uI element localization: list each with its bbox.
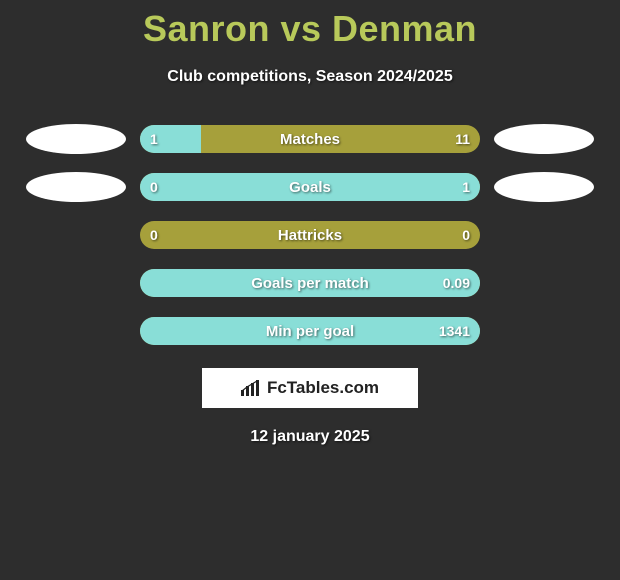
team-right-marker — [494, 124, 594, 154]
stat-bar: 0Goals1 — [140, 173, 480, 201]
stat-value-left: 0 — [150, 173, 158, 201]
stat-row: 1Matches11 — [0, 124, 620, 154]
team-left-marker — [26, 172, 126, 202]
team-left-marker — [26, 124, 126, 154]
stat-bar: Min per goal1341 — [140, 317, 480, 345]
bar-fill-right — [140, 317, 480, 345]
spacer — [26, 316, 126, 346]
spacer — [494, 268, 594, 298]
stat-row: Goals per match0.09 — [0, 268, 620, 298]
stat-value-right: 1 — [462, 173, 470, 201]
bar-chart-icon — [241, 380, 261, 396]
fctables-logo: FcTables.com — [202, 368, 418, 408]
stat-row: 0Goals1 — [0, 172, 620, 202]
stat-value-right: 0.09 — [443, 269, 470, 297]
page-title: Sanron vs Denman — [0, 0, 620, 50]
logo-text: FcTables.com — [267, 378, 379, 398]
team-right-marker — [494, 172, 594, 202]
stat-value-right: 11 — [455, 125, 470, 153]
stat-value-left: 0 — [150, 221, 158, 249]
stat-row: Min per goal1341 — [0, 316, 620, 346]
stat-row: 0Hattricks0 — [0, 220, 620, 250]
stat-value-right: 1341 — [439, 317, 470, 345]
stat-bar: 0Hattricks0 — [140, 221, 480, 249]
stat-value-right: 0 — [462, 221, 470, 249]
bar-fill-right — [140, 173, 480, 201]
stat-bar: Goals per match0.09 — [140, 269, 480, 297]
stat-value-left: 1 — [150, 125, 158, 153]
bar-fill-right — [140, 269, 480, 297]
spacer — [26, 268, 126, 298]
spacer — [494, 316, 594, 346]
stat-label: Hattricks — [140, 221, 480, 249]
date-label: 12 january 2025 — [0, 428, 620, 446]
subtitle: Club competitions, Season 2024/2025 — [0, 68, 620, 86]
comparison-chart: 1Matches110Goals10Hattricks0Goals per ma… — [0, 124, 620, 346]
spacer — [494, 220, 594, 250]
spacer — [26, 220, 126, 250]
stat-bar: 1Matches11 — [140, 125, 480, 153]
